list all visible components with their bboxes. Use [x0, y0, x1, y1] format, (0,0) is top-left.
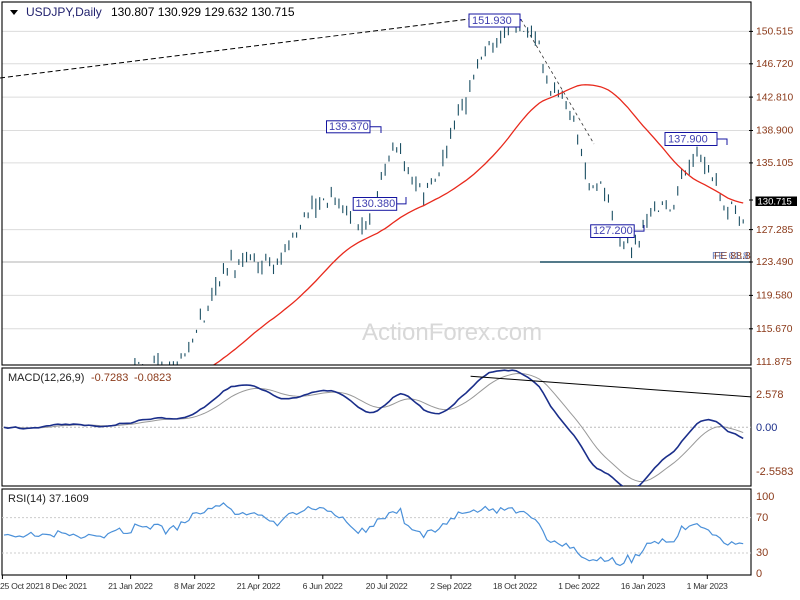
svg-text:16 Jan 2023: 16 Jan 2023	[621, 581, 666, 591]
svg-text:130.380: 130.380	[356, 198, 396, 210]
svg-text:146.720: 146.720	[756, 59, 793, 70]
svg-text:127.285: 127.285	[756, 225, 793, 236]
svg-text:MACD(12,26,9): MACD(12,26,9)	[8, 372, 84, 384]
svg-text:-0.0823: -0.0823	[134, 372, 171, 384]
svg-text:130.715: 130.715	[758, 197, 792, 208]
svg-text:151.930: 151.930	[472, 15, 512, 27]
svg-text:ActionForex.com: ActionForex.com	[362, 319, 542, 346]
svg-text:USDJPY,Daily: USDJPY,Daily	[26, 5, 102, 19]
svg-text:8 Mar 2022: 8 Mar 2022	[174, 581, 215, 591]
svg-text:135.105: 135.105	[756, 158, 793, 169]
svg-text:70: 70	[756, 512, 768, 524]
svg-text:111.875: 111.875	[756, 357, 792, 368]
svg-text:130.807 130.929 129.632 130.71: 130.807 130.929 129.632 130.715	[111, 5, 295, 19]
svg-text:127.200: 127.200	[593, 225, 633, 237]
svg-text:1 Dec 2022: 1 Dec 2022	[558, 581, 600, 591]
svg-text:138.900: 138.900	[756, 126, 793, 137]
svg-text:RSI(14) 37.1609: RSI(14) 37.1609	[8, 493, 89, 505]
svg-text:-0.7283: -0.7283	[91, 372, 128, 384]
svg-text:0: 0	[756, 568, 762, 580]
svg-text:21 Apr 2022: 21 Apr 2022	[237, 581, 281, 591]
svg-text:30: 30	[756, 547, 768, 559]
svg-text:1 Mar 2023: 1 Mar 2023	[687, 581, 728, 591]
svg-text:FE 61.8: FE 61.8	[712, 250, 749, 262]
svg-text:8 Dec 2021: 8 Dec 2021	[46, 581, 88, 591]
svg-text:21 Jan 2022: 21 Jan 2022	[108, 581, 153, 591]
svg-text:-2.5583: -2.5583	[756, 466, 793, 478]
svg-text:119.580: 119.580	[756, 291, 793, 302]
svg-text:2 Sep 2022: 2 Sep 2022	[430, 581, 472, 591]
svg-text:100: 100	[756, 491, 774, 503]
svg-text:18 Oct 2022: 18 Oct 2022	[493, 581, 538, 591]
svg-text:2.578: 2.578	[756, 389, 784, 401]
svg-text:139.370: 139.370	[329, 121, 369, 133]
svg-text:0.00: 0.00	[756, 422, 777, 434]
svg-text:150.515: 150.515	[756, 27, 793, 38]
svg-text:137.900: 137.900	[668, 134, 708, 146]
svg-text:142.810: 142.810	[756, 92, 793, 103]
svg-text:115.670: 115.670	[756, 324, 793, 335]
svg-text:20 Jul 2022: 20 Jul 2022	[366, 581, 408, 591]
svg-text:25 Oct 2021: 25 Oct 2021	[0, 581, 45, 591]
svg-text:6 Jun 2022: 6 Jun 2022	[303, 581, 343, 591]
svg-text:123.490: 123.490	[756, 257, 793, 268]
